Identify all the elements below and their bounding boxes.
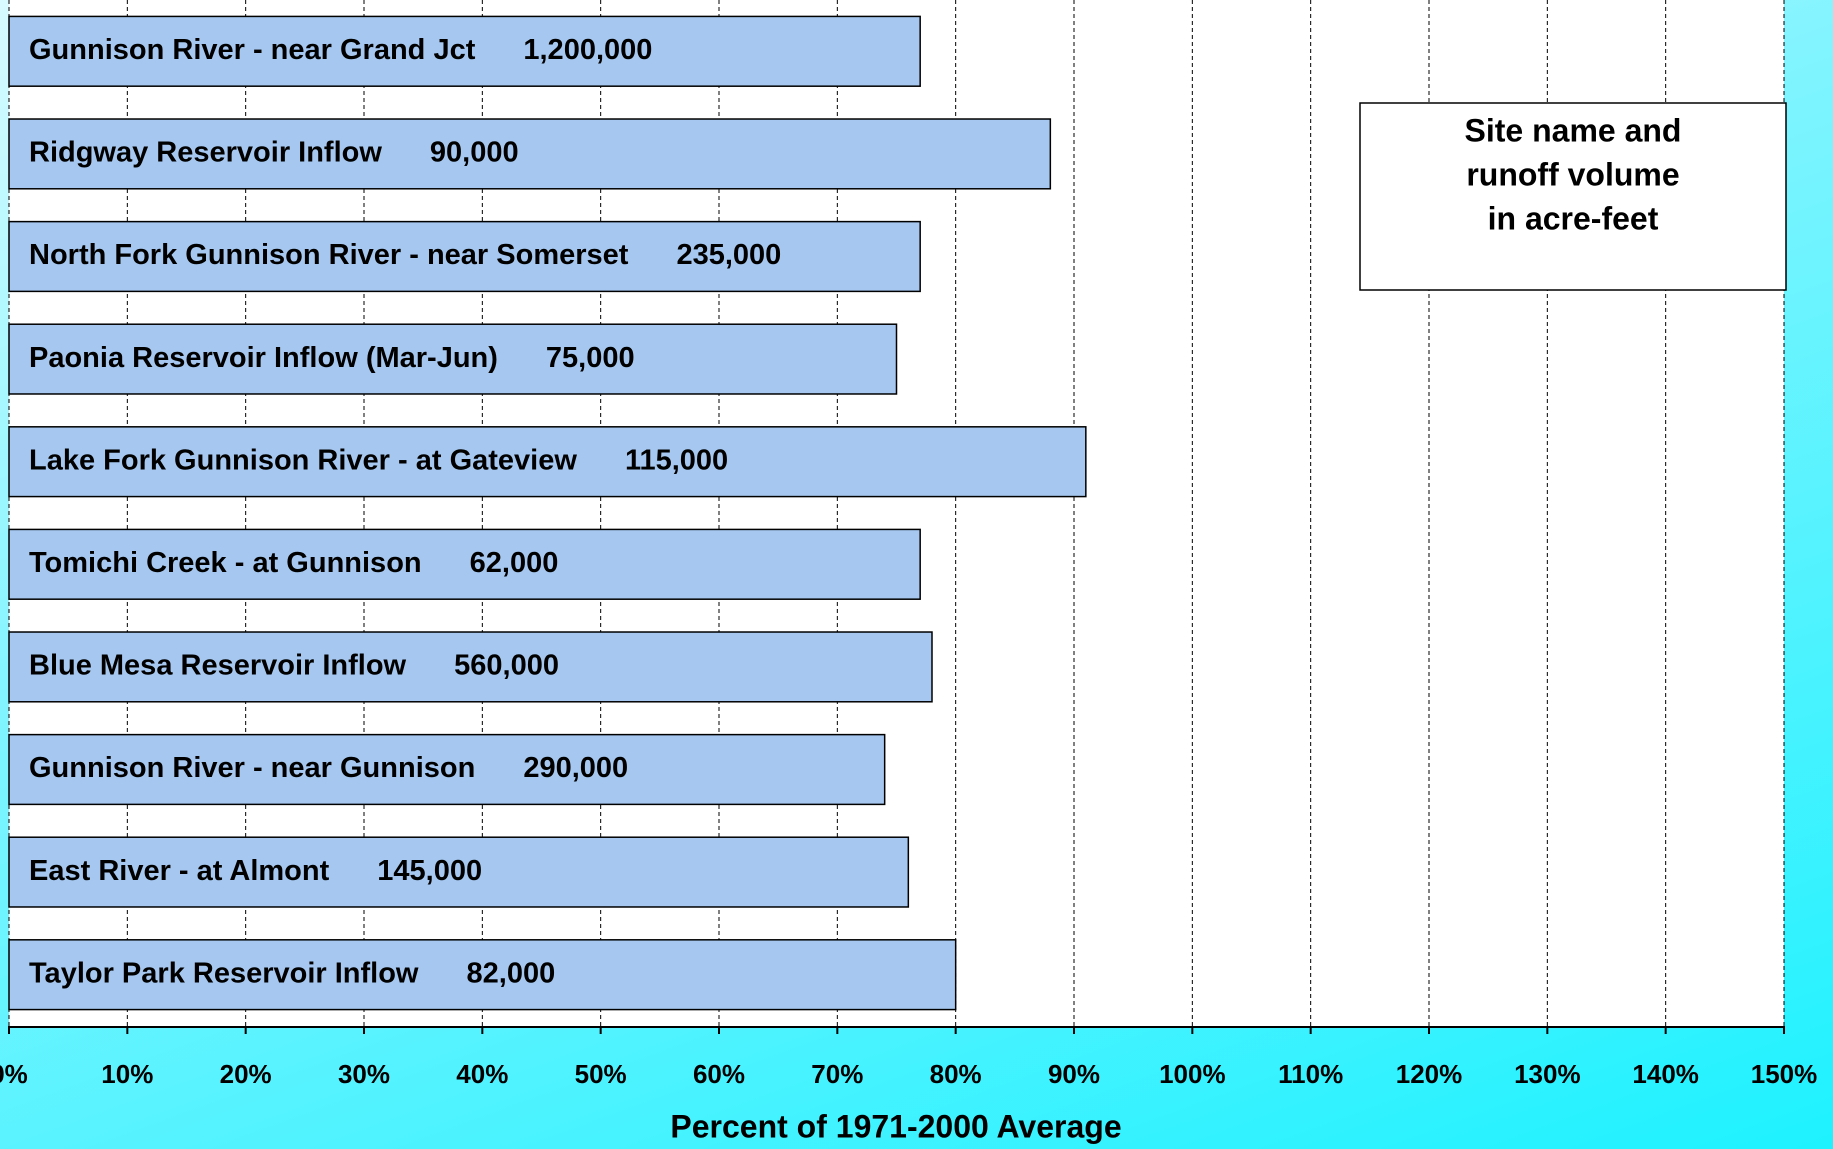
volume-label: 1,200,000: [523, 34, 652, 66]
bar-label: Gunnison River - near Grand Jct: [29, 34, 476, 66]
x-tick-label: 130%: [1514, 1059, 1581, 1089]
annotation-box: [1359, 102, 1787, 291]
volume-label: 82,000: [467, 957, 556, 989]
bar: [8, 426, 1087, 498]
bar-label: Paonia Reservoir Inflow (Mar-Jun): [29, 342, 498, 374]
x-tick-label: 80%: [930, 1059, 982, 1089]
volume-label: 62,000: [470, 547, 559, 579]
bar: [8, 939, 957, 1011]
volume-label: 115,000: [625, 444, 728, 476]
x-tick-label: 150%: [1751, 1059, 1818, 1089]
bar: [8, 323, 898, 395]
x-tick-label: 90%: [1048, 1059, 1100, 1089]
bar: [8, 118, 1052, 190]
x-tick-label: 50%: [575, 1059, 627, 1089]
annotation: Site name and: [1465, 112, 1682, 148]
x-tick-label: 30%: [338, 1059, 390, 1089]
volume-label: 75,000: [546, 342, 635, 374]
bar: [8, 631, 933, 703]
bar: [8, 528, 921, 600]
x-tick-label: 60%: [693, 1059, 745, 1089]
volume-label: 560,000: [454, 650, 559, 682]
x-tick-label: 70%: [811, 1059, 863, 1089]
bar-label: Blue Mesa Reservoir Inflow: [29, 650, 407, 682]
bar: [8, 220, 921, 293]
bar: [8, 15, 921, 87]
x-tick-label: 120%: [1396, 1059, 1463, 1089]
x-tick-label: 110%: [1278, 1059, 1343, 1089]
bar-label: East River - at Almont: [29, 855, 330, 887]
bar: [8, 836, 910, 908]
bar-label: Ridgway Reservoir Inflow: [29, 137, 382, 169]
x-tick-label: 10%: [101, 1059, 153, 1089]
volume-label: 145,000: [377, 855, 482, 887]
bar-label: North Fork Gunnison River - near Somerse…: [29, 239, 629, 271]
x-tick-label: 40%: [456, 1059, 508, 1089]
bar-label: Taylor Park Reservoir Inflow: [29, 957, 419, 989]
volume-label: 235,000: [676, 239, 781, 271]
x-tick-label: 0%: [0, 1059, 28, 1089]
x-tick-label: 100%: [1159, 1059, 1226, 1089]
bar: [8, 733, 886, 806]
x-tick-label: 20%: [220, 1059, 272, 1089]
volume-label: 90,000: [430, 137, 519, 169]
annotation: in acre-feet: [1488, 200, 1659, 236]
bar-label: Tomichi Creek - at Gunnison: [29, 547, 422, 579]
annotation: runoff volume: [1466, 156, 1679, 192]
x-tick-label: 140%: [1632, 1059, 1699, 1089]
volume-label: 290,000: [523, 752, 628, 784]
bars: Gunnison River - near Grand Jct 1,200,000…: [8, 15, 1087, 1011]
bar-label: Gunnison River - near Gunnison: [29, 752, 475, 784]
x-axis-title: Percent of 1971-2000 Average: [670, 1108, 1121, 1144]
bar-label: Lake Fork Gunnison River - at Gateview: [29, 444, 577, 476]
